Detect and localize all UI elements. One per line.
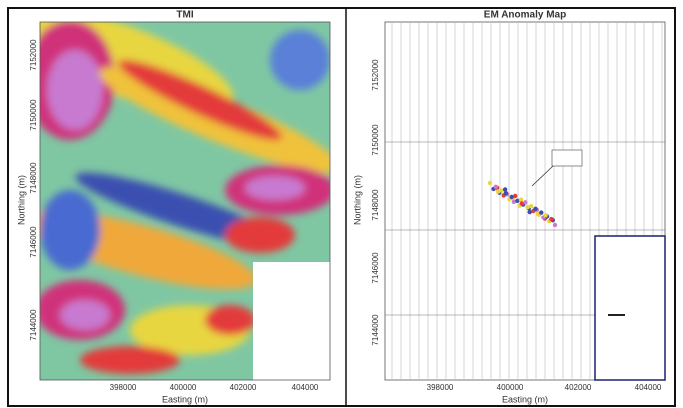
anomaly-point: [513, 194, 517, 198]
anomaly-point: [523, 200, 527, 204]
y-tick-label: 7144000: [371, 314, 380, 346]
tmi-map: [0, 0, 349, 380]
anomaly-point: [539, 210, 543, 214]
x-tick-label: 404000: [635, 383, 662, 392]
anomaly-point: [494, 185, 498, 189]
anomaly-point: [543, 213, 547, 217]
x-tick-label: 402000: [565, 383, 592, 392]
x-tick-label: 398000: [427, 383, 454, 392]
y-tick-label: 7150000: [29, 99, 38, 131]
panel-title: TMI: [176, 10, 193, 21]
x-tick-label: 400000: [497, 383, 524, 392]
y-tick-label: 7148000: [371, 189, 380, 221]
anomaly-point: [529, 204, 533, 208]
anomaly-point: [553, 223, 557, 227]
anomaly-point: [488, 181, 492, 185]
x-tick-label: 398000: [110, 383, 137, 392]
em-map: [385, 22, 665, 380]
x-tick-label: 400000: [170, 383, 197, 392]
y-tick-label: 7146000: [29, 226, 38, 258]
x-tick-label: 402000: [230, 383, 257, 392]
y-tick-label: 7148000: [29, 162, 38, 194]
anomaly-point: [519, 197, 523, 201]
x-axis-label: Easting (m): [502, 394, 548, 404]
y-tick-label: 7146000: [371, 252, 380, 284]
anomaly-point: [533, 207, 537, 211]
y-tick-label: 7152000: [371, 59, 380, 91]
y-axis-label: Northing (m): [16, 175, 26, 225]
y-tick-label: 7152000: [29, 39, 38, 71]
anomaly-point: [549, 217, 553, 221]
anomaly-point: [504, 191, 508, 195]
anomaly-point: [503, 187, 507, 191]
y-axis-label: Northing (m): [352, 175, 362, 225]
y-tick-label: 7150000: [371, 124, 380, 156]
x-axis-label: Easting (m): [162, 394, 208, 404]
x-tick-label: 404000: [292, 383, 319, 392]
panel-title: EM Anomaly Map: [484, 10, 566, 21]
y-tick-label: 7144000: [29, 309, 38, 341]
figure: TMI Easting (m) Northing (m) 398000 400000 40…: [0, 0, 683, 408]
